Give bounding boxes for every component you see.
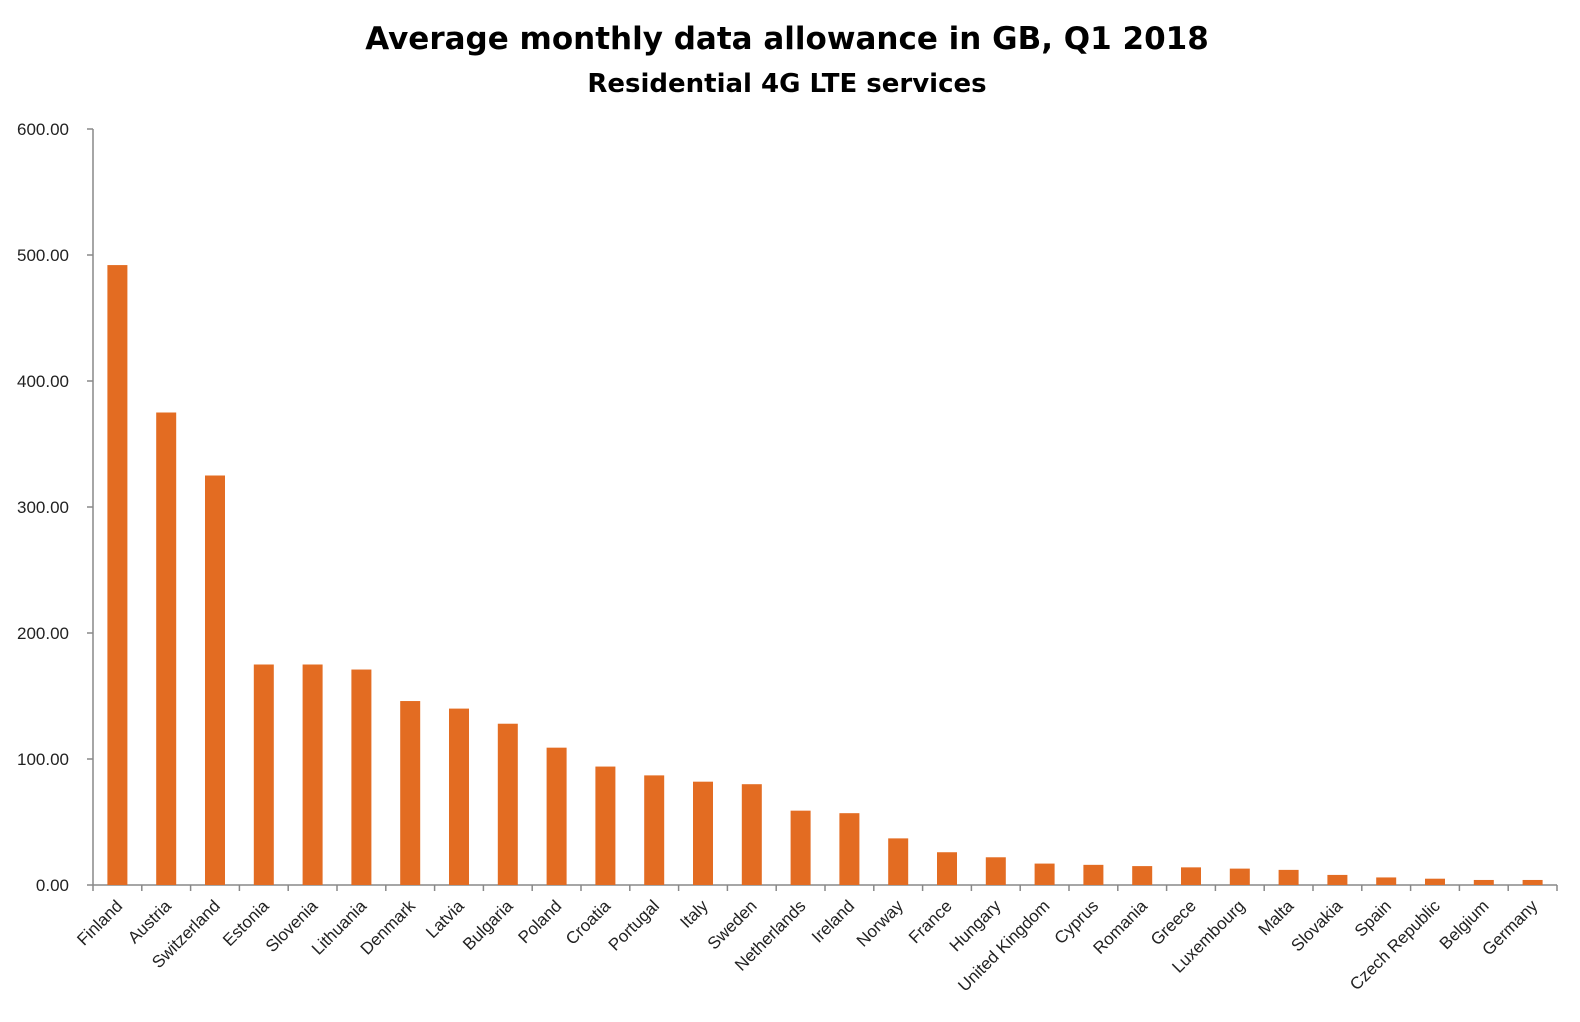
category-labels: FinlandAustriaSwitzerlandEstoniaSlovenia… xyxy=(73,896,1541,995)
x-tick-label: Spain xyxy=(1351,896,1395,940)
bar-slovakia xyxy=(1327,874,1348,885)
bar-czech-republic xyxy=(1425,878,1445,885)
bar-bulgaria xyxy=(497,723,518,885)
y-tick-label: 500.00 xyxy=(17,246,69,265)
bar-croatia xyxy=(595,766,616,885)
bar-sweden xyxy=(741,784,762,885)
bar-estonia xyxy=(253,664,274,885)
x-tick-label: Norway xyxy=(853,896,908,951)
x-tick-label: Czech Republic xyxy=(1346,896,1444,994)
bar-germany xyxy=(1522,879,1543,885)
x-tick-label: Poland xyxy=(515,896,566,947)
bar-latvia xyxy=(449,708,469,885)
bar-slovenia xyxy=(302,664,323,885)
x-tick-label: Italy xyxy=(676,896,712,932)
bar-portugal xyxy=(644,775,665,885)
x-tick-label: Finland xyxy=(73,896,126,949)
bar-malta xyxy=(1278,869,1299,885)
x-tick-label: Slovakia xyxy=(1287,896,1346,955)
chart-title: Average monthly data allowance in GB, Q1… xyxy=(365,21,1209,57)
bar-hungary xyxy=(985,857,1006,885)
x-tick-label: Latvia xyxy=(422,896,468,942)
bar-france xyxy=(937,852,957,885)
bar-romania xyxy=(1132,866,1153,885)
x-tick-label: Bulgaria xyxy=(459,896,517,954)
axes: 0.00 100.00 200.00 300.00 400.00 500.00 600.00 xyxy=(17,120,1558,895)
x-tick-label: Denmark xyxy=(357,896,420,959)
bar-cyprus xyxy=(1083,864,1104,885)
bar-denmark xyxy=(400,701,421,885)
bar-norway xyxy=(888,838,909,885)
bar-netherlands xyxy=(790,810,811,885)
bar-ireland xyxy=(839,813,860,885)
x-tick-label: Portugal xyxy=(605,896,663,954)
y-tick-label: 400.00 xyxy=(17,372,69,391)
y-tick-label: 200.00 xyxy=(17,624,69,643)
y-tick-label: 300.00 xyxy=(17,498,69,517)
x-tick-label: Ireland xyxy=(808,896,858,946)
bar-italy xyxy=(693,781,713,885)
bar-spain xyxy=(1376,877,1397,885)
bar-switzerland xyxy=(205,475,225,885)
y-tick-label: 0.00 xyxy=(36,876,69,895)
bar-austria xyxy=(156,412,177,885)
bar-united-kingdom xyxy=(1034,863,1055,885)
y-tick-label: 100.00 xyxy=(17,750,69,769)
bar-finland xyxy=(107,265,128,886)
bar-greece xyxy=(1181,867,1201,885)
x-tick-label: United Kingdom xyxy=(954,896,1053,995)
bar-belgium xyxy=(1473,879,1494,885)
y-tick-label: 600.00 xyxy=(17,120,69,139)
bar-poland xyxy=(546,747,567,885)
bar-luxembourg xyxy=(1229,868,1250,885)
x-tick-label: Romania xyxy=(1089,896,1151,958)
bar-lithuania xyxy=(351,669,372,885)
chart-subtitle: Residential 4G LTE services xyxy=(587,69,986,99)
x-tick-label: Malta xyxy=(1255,896,1298,939)
bars xyxy=(107,265,1543,886)
